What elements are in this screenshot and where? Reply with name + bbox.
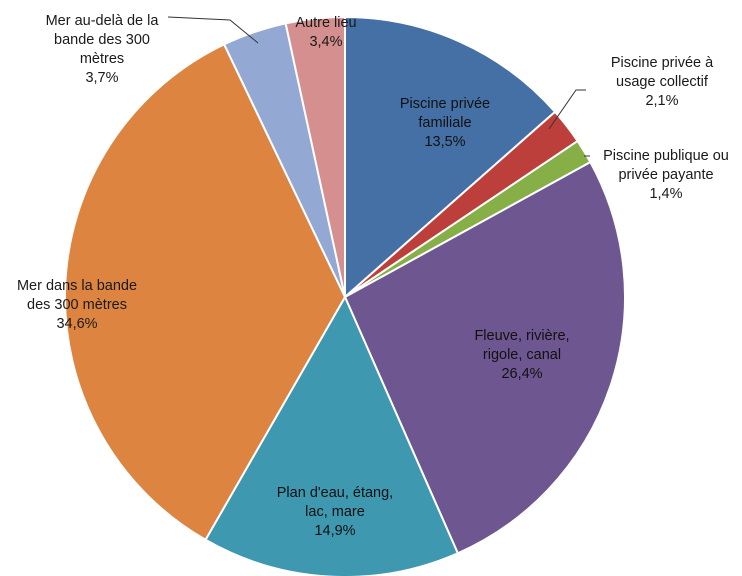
slice-category-label: Piscine privée à	[611, 55, 714, 71]
slice-label: Mer au-delà de la bande des 300 mètres 3,7%	[46, 13, 160, 86]
slice-label: Piscine privée familiale 13,5%	[400, 96, 490, 150]
pie-slice	[344, 15, 557, 300]
pie-slice	[284, 15, 346, 298]
slice-value-label: 13,5%	[424, 134, 465, 150]
slice-value-label: 26,4%	[501, 366, 542, 382]
leader-lines	[167, 16, 590, 157]
leader-line	[167, 16, 259, 44]
slice-value-label: 3,7%	[85, 70, 118, 86]
slice-value-label: 34,6%	[56, 316, 97, 332]
slice-label: Autre lieu 3,4%	[295, 15, 356, 50]
slice-label: Plan d'eau, étang, lac, mare 14,9%	[277, 485, 393, 539]
slice-category-label: Mer au-delà de la	[46, 13, 160, 29]
slice-category-label: des 300 mètres	[27, 297, 127, 313]
slice-value-label: 3,4%	[309, 34, 342, 50]
leader-line	[548, 89, 586, 130]
slice-category-label: Autre lieu	[295, 15, 356, 31]
slice-label: Piscine privée à usage collectif 2,1%	[611, 55, 714, 109]
slice-value-label: 1,4%	[649, 186, 682, 202]
pie-slices	[64, 15, 626, 576]
slice-category-label: lac, mare	[305, 504, 365, 520]
slice-category-label: bande des 300	[54, 32, 150, 48]
slice-category-label: Fleuve, rivière,	[474, 328, 569, 344]
slice-value-label: 14,9%	[314, 523, 355, 539]
slice-category-label: Piscine publique ou	[603, 148, 729, 164]
slice-labels: Piscine privée familiale 13,5%Piscine priv…	[17, 13, 729, 539]
slice-category-label: familiale	[418, 115, 471, 131]
slice-category-label: Mer dans la bande	[17, 278, 137, 294]
slice-category-label: privée payante	[618, 167, 713, 183]
slice-category-label: Plan d'eau, étang,	[277, 485, 393, 501]
slice-value-label: 2,1%	[645, 93, 678, 109]
pie-slice	[204, 294, 460, 576]
slice-category-label: rigole, canal	[483, 347, 561, 363]
slice-category-label: Piscine privée	[400, 96, 490, 112]
slice-category-label: mètres	[80, 51, 124, 67]
pie-slice	[64, 43, 347, 542]
slice-label: Fleuve, rivière, rigole, canal 26,4%	[474, 328, 569, 382]
slice-label: Piscine publique ou privée payante 1,4%	[603, 148, 729, 202]
slice-category-label: usage collectif	[616, 74, 709, 90]
slice-label: Mer dans la bande des 300 mètres 34,6%	[17, 278, 137, 332]
